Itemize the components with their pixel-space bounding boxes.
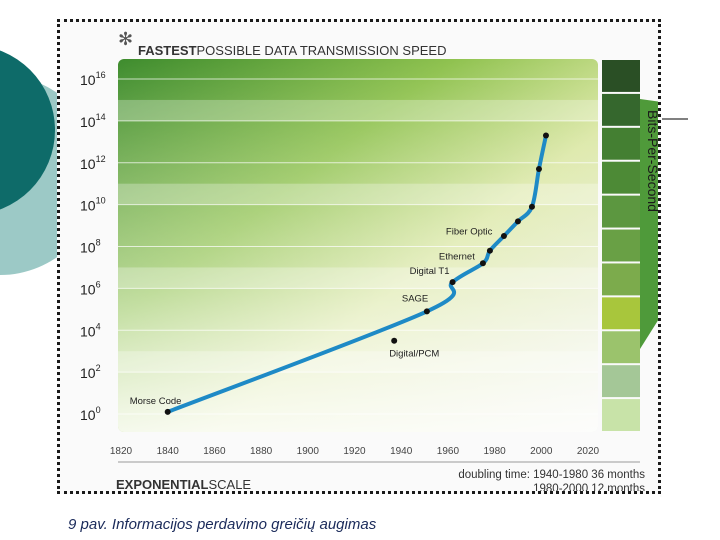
x-tick-label: 1980 <box>483 446 506 457</box>
x-tick-label: 1820 <box>110 446 133 457</box>
y-tick-label: 1016 <box>80 70 106 88</box>
x-tick-label: 2000 <box>530 446 553 457</box>
footer-scale-label: EXPONENTIALSCALE <box>116 477 251 492</box>
color-band <box>602 60 640 92</box>
y-tick-label: 106 <box>80 279 101 297</box>
color-band <box>602 127 640 160</box>
point-label: SAGE <box>402 293 428 304</box>
color-band <box>602 399 640 431</box>
color-band <box>602 93 640 126</box>
data-point <box>479 260 486 267</box>
chart-frame: Bits-Per-Second ✻ FASTESTPOSSIBLE DATA TRA… <box>57 19 661 494</box>
x-tick-label: 1880 <box>250 446 273 457</box>
point-label: Digital/PCM <box>389 349 439 360</box>
data-point <box>514 218 521 225</box>
snowflake-icon: ✻ <box>118 29 133 50</box>
data-point <box>535 166 542 173</box>
y-tick-label: 1010 <box>80 196 106 214</box>
plot-fade <box>118 59 598 432</box>
doubling-time-line2: 1980-2000 12 months <box>533 483 645 494</box>
x-tick-label: 1960 <box>437 446 460 457</box>
x-tick-label: 2020 <box>577 446 600 457</box>
color-band <box>602 229 640 262</box>
data-point <box>423 308 430 315</box>
grid-band <box>118 351 598 373</box>
x-tick-label: 1940 <box>390 446 413 457</box>
color-band <box>602 331 640 364</box>
point-label: Ethernet <box>439 251 475 262</box>
data-point <box>528 203 535 210</box>
y-tick-label: 108 <box>80 238 101 256</box>
data-point <box>164 408 171 415</box>
chart-title: FASTESTPOSSIBLE DATA TRANSMISSION SPEED <box>138 43 446 58</box>
data-point <box>500 233 507 240</box>
y-tick-label: 100 <box>80 405 101 423</box>
y-tick-label: 1014 <box>80 112 106 130</box>
transmission-speed-chart: Bits-Per-Second ✻ FASTESTPOSSIBLE DATA TRA… <box>80 29 661 494</box>
point-label: Fiber Optic <box>446 227 493 238</box>
data-point <box>486 247 493 254</box>
doubling-time-line1: doubling time: 1940-1980 36 months <box>458 469 645 481</box>
data-point <box>542 132 549 139</box>
grid-band <box>118 99 598 121</box>
point-label: Morse Code <box>130 396 182 407</box>
x-tick-label: 1860 <box>203 446 226 457</box>
x-tick-label: 1840 <box>157 446 180 457</box>
color-band <box>602 161 640 194</box>
color-band <box>602 297 640 330</box>
x-tick-label: 1920 <box>343 446 366 457</box>
ylabel-tab <box>640 99 658 349</box>
y-tick-label: 1012 <box>80 154 106 172</box>
data-point <box>391 337 398 344</box>
point-label: Digital T1 <box>410 266 450 277</box>
color-band <box>602 365 640 398</box>
data-point <box>449 279 456 286</box>
decor-circle-dark <box>0 50 55 210</box>
color-band <box>602 263 640 296</box>
x-tick-label: 1900 <box>297 446 320 457</box>
color-band <box>602 195 640 228</box>
grid-band <box>118 267 598 289</box>
grid-band <box>118 183 598 205</box>
y-tick-label: 104 <box>80 321 101 339</box>
y-axis-label: Bits-Per-Second <box>645 110 661 212</box>
figure-caption: 9 pav. Informacijos perdavimo greičių au… <box>68 516 377 533</box>
y-tick-label: 102 <box>80 363 101 381</box>
